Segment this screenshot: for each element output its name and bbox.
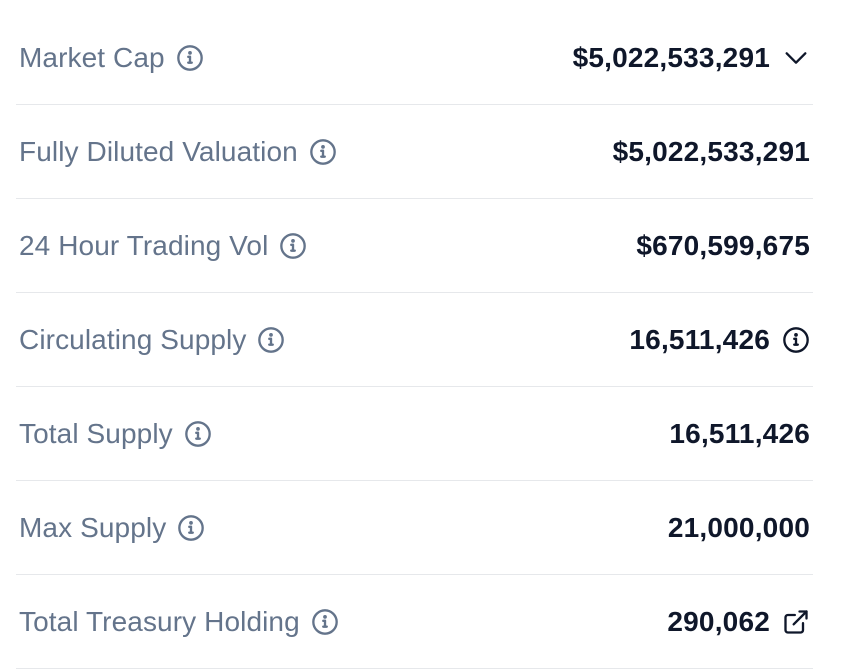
stat-row-max-supply: Max Supply 21,000,000	[16, 481, 813, 575]
info-icon[interactable]	[177, 514, 205, 542]
info-icon[interactable]	[311, 608, 339, 636]
stat-value-group: 290,062	[667, 606, 813, 638]
info-icon[interactable]	[184, 420, 212, 448]
stat-label: Total Treasury Holding	[19, 605, 300, 637]
info-icon[interactable]	[782, 326, 810, 354]
stat-label-group: Fully Diluted Valuation	[16, 136, 337, 168]
stat-label-group: Total Supply	[16, 418, 212, 450]
stat-label-group: 24 Hour Trading Vol	[16, 230, 307, 262]
stat-value: 16,511,426	[629, 323, 770, 355]
stat-label: Total Supply	[19, 417, 173, 449]
stat-label: Fully Diluted Valuation	[19, 135, 298, 167]
stat-value-group: $5,022,533,291	[613, 136, 813, 168]
market-stats-panel: Market Cap $5,022,533,291 Fully Diluted …	[16, 11, 813, 669]
stat-label-group: Circulating Supply	[16, 324, 285, 356]
chevron-down-icon[interactable]	[782, 44, 810, 72]
stat-label: Market Cap	[19, 41, 165, 73]
stat-label: 24 Hour Trading Vol	[19, 229, 269, 261]
stat-label: Max Supply	[19, 511, 167, 543]
stat-value-group: 16,511,426	[629, 324, 813, 356]
stat-value: $5,022,533,291	[612, 135, 810, 167]
stat-label: Circulating Supply	[19, 323, 247, 355]
stat-row-total-supply: Total Supply 16,511,426	[16, 387, 813, 481]
stat-value: 16,511,426	[669, 417, 810, 449]
stat-value-group[interactable]: $5,022,533,291	[573, 42, 813, 74]
info-icon[interactable]	[309, 138, 337, 166]
stat-label-group: Total Treasury Holding	[16, 606, 339, 638]
stat-row-circulating-supply: Circulating Supply 16,511,426	[16, 293, 813, 387]
stat-value: $670,599,675	[636, 229, 810, 261]
info-icon[interactable]	[257, 326, 285, 354]
stat-row-market-cap: Market Cap $5,022,533,291	[16, 11, 813, 105]
stat-label-group: Market Cap	[16, 42, 204, 74]
stat-row-fully-diluted-valuation: Fully Diluted Valuation $5,022,533,291	[16, 105, 813, 199]
stat-value: 21,000,000	[667, 511, 810, 543]
info-icon[interactable]	[176, 44, 204, 72]
stat-value-group: 21,000,000	[668, 512, 813, 544]
stat-value: $5,022,533,291	[572, 41, 770, 73]
info-icon[interactable]	[279, 232, 307, 260]
stat-label-group: Max Supply	[16, 512, 205, 544]
stat-row-24h-trading-vol: 24 Hour Trading Vol $670,599,675	[16, 199, 813, 293]
stat-row-total-treasury-holding: Total Treasury Holding 290,062	[16, 575, 813, 669]
external-link-icon[interactable]	[782, 608, 810, 636]
stat-value: 290,062	[667, 605, 770, 637]
stat-value-group: 16,511,426	[669, 418, 813, 450]
stat-value-group: $670,599,675	[636, 230, 813, 262]
